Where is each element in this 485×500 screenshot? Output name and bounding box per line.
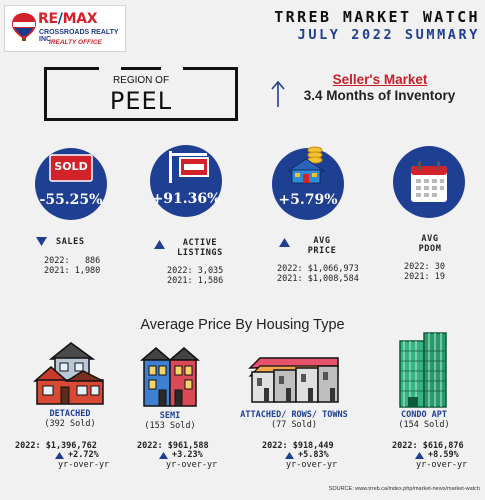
housing-type-yoy: yr-over-yr	[58, 460, 110, 470]
housing-type-change: +5.83%	[298, 450, 329, 460]
housing-type-change: +8.59%	[428, 450, 459, 460]
avg-pdom-label-line2: PDOM	[418, 244, 442, 254]
market-status: Seller's Market	[332, 72, 428, 87]
market-inventory: 3.4 Months of Inventory	[303, 88, 456, 103]
house-coins-icon	[286, 146, 326, 184]
housing-type-sold: (154 Sold)	[398, 420, 450, 430]
townhouse-row-icon	[248, 357, 339, 403]
brand-name: RE/MAX	[38, 11, 98, 27]
report-title: TRREB MARKET WATCH	[274, 8, 480, 26]
housing-type-sold: (392 Sold)	[44, 419, 96, 429]
housing-type-yoy: yr-over-yr	[416, 460, 468, 470]
sales-change: -55.25%	[39, 192, 103, 208]
section-title: Average Price By Housing Type	[140, 317, 345, 333]
region-box: REGION OF PEEL	[44, 67, 238, 121]
region-box-notch	[161, 67, 183, 70]
housing-type-name: DETACHED	[49, 409, 91, 419]
semi-house-icon	[140, 347, 201, 407]
active-listings-change: +91.36%	[151, 191, 221, 207]
avg-price-2021: 2021: $1,008,584	[277, 274, 359, 284]
sales-2022: 2022: 886	[44, 256, 101, 266]
for-sale-sign-icon	[169, 151, 209, 183]
avg-price-change: +5.79%	[278, 192, 338, 208]
region-label: REGION OF	[112, 75, 170, 86]
housing-type-sold: (77 Sold)	[270, 420, 318, 430]
brand-office-name: CROSSROADS REALTY INC.	[39, 29, 119, 43]
up-arrow-icon	[271, 80, 285, 107]
avg-price-label-line1: AVG	[313, 236, 331, 246]
housing-type-change: +2.72%	[68, 450, 99, 460]
brand-tagline: iREALTY OFFICE	[49, 39, 102, 46]
housing-type-name: ATTACHED/ ROWS/ TOWNS	[240, 410, 348, 420]
down-triangle-icon	[36, 237, 47, 246]
source-url: www.trreb.ca/index.php/market-news/marke…	[355, 486, 480, 492]
avg-price-circle: +5.79%	[272, 146, 344, 220]
source-label: SOURCE:	[328, 486, 354, 492]
avg-pdom-circle	[393, 146, 465, 218]
avg-pdom-2021: 2021: 19	[404, 272, 445, 282]
avg-price-label: AVG PRICE	[297, 236, 347, 256]
avg-price-2022: 2022: $1,066,973	[277, 264, 359, 274]
calendar-icon	[411, 161, 447, 202]
active-listings-2021: 2021: 1,586	[167, 276, 224, 286]
up-triangle-icon	[159, 452, 168, 459]
region-box-notch	[99, 67, 121, 70]
active-listings-label-line2: LISTINGS	[177, 248, 223, 258]
housing-type-yoy: yr-over-yr	[286, 460, 338, 470]
housing-type-price: 2022: $918,449	[262, 441, 334, 451]
up-triangle-icon	[285, 452, 294, 459]
avg-price-label-line2: PRICE	[307, 246, 337, 256]
active-listings-circle: +91.36%	[150, 145, 222, 217]
housing-type-name: SEMI	[159, 411, 181, 421]
sold-sign-text: SOLD	[54, 160, 88, 173]
sales-label: SALES	[56, 237, 85, 247]
housing-type-yoy: yr-over-yr	[166, 460, 218, 470]
brand-logo: RE/MAX CROSSROADS REALTY INC. iREALTY OF…	[4, 5, 126, 52]
report-subtitle: JULY 2022 SUMMARY	[297, 27, 480, 43]
housing-type-price: 2022: $616,876	[392, 441, 464, 451]
sold-sign-icon	[49, 154, 93, 182]
detached-house-icon	[33, 342, 104, 405]
housing-type-name: CONDO APT	[400, 410, 448, 420]
sales-2021: 2021: 1,980	[44, 266, 101, 276]
up-triangle-icon	[55, 452, 64, 459]
active-listings-2022: 2022: 3,035	[167, 266, 224, 276]
condo-tower-icon	[399, 332, 447, 408]
avg-pdom-label: AVG PDOM	[405, 234, 455, 254]
avg-pdom-label-line1: AVG	[421, 234, 439, 244]
housing-type-price: 2022: $961,588	[137, 441, 209, 451]
region-name: PEEL	[109, 87, 173, 115]
sales-circle: SOLD -55.25%	[35, 148, 107, 220]
active-listings-label-line1: ACTIVE	[182, 238, 218, 248]
housing-type-sold: (153 Sold)	[144, 421, 196, 431]
housing-type-price: 2022: $1,396,762	[15, 441, 97, 451]
source-note: SOURCE: www.trreb.ca/index.php/market-ne…	[262, 486, 480, 492]
remax-balloon-logo	[12, 13, 36, 41]
up-triangle-icon	[279, 238, 290, 247]
up-triangle-icon	[154, 240, 165, 249]
housing-type-change: +3.23%	[172, 450, 203, 460]
active-listings-label: ACTIVE LISTINGS	[170, 238, 230, 258]
up-triangle-icon	[415, 452, 424, 459]
avg-pdom-2022: 2022: 30	[404, 262, 445, 272]
